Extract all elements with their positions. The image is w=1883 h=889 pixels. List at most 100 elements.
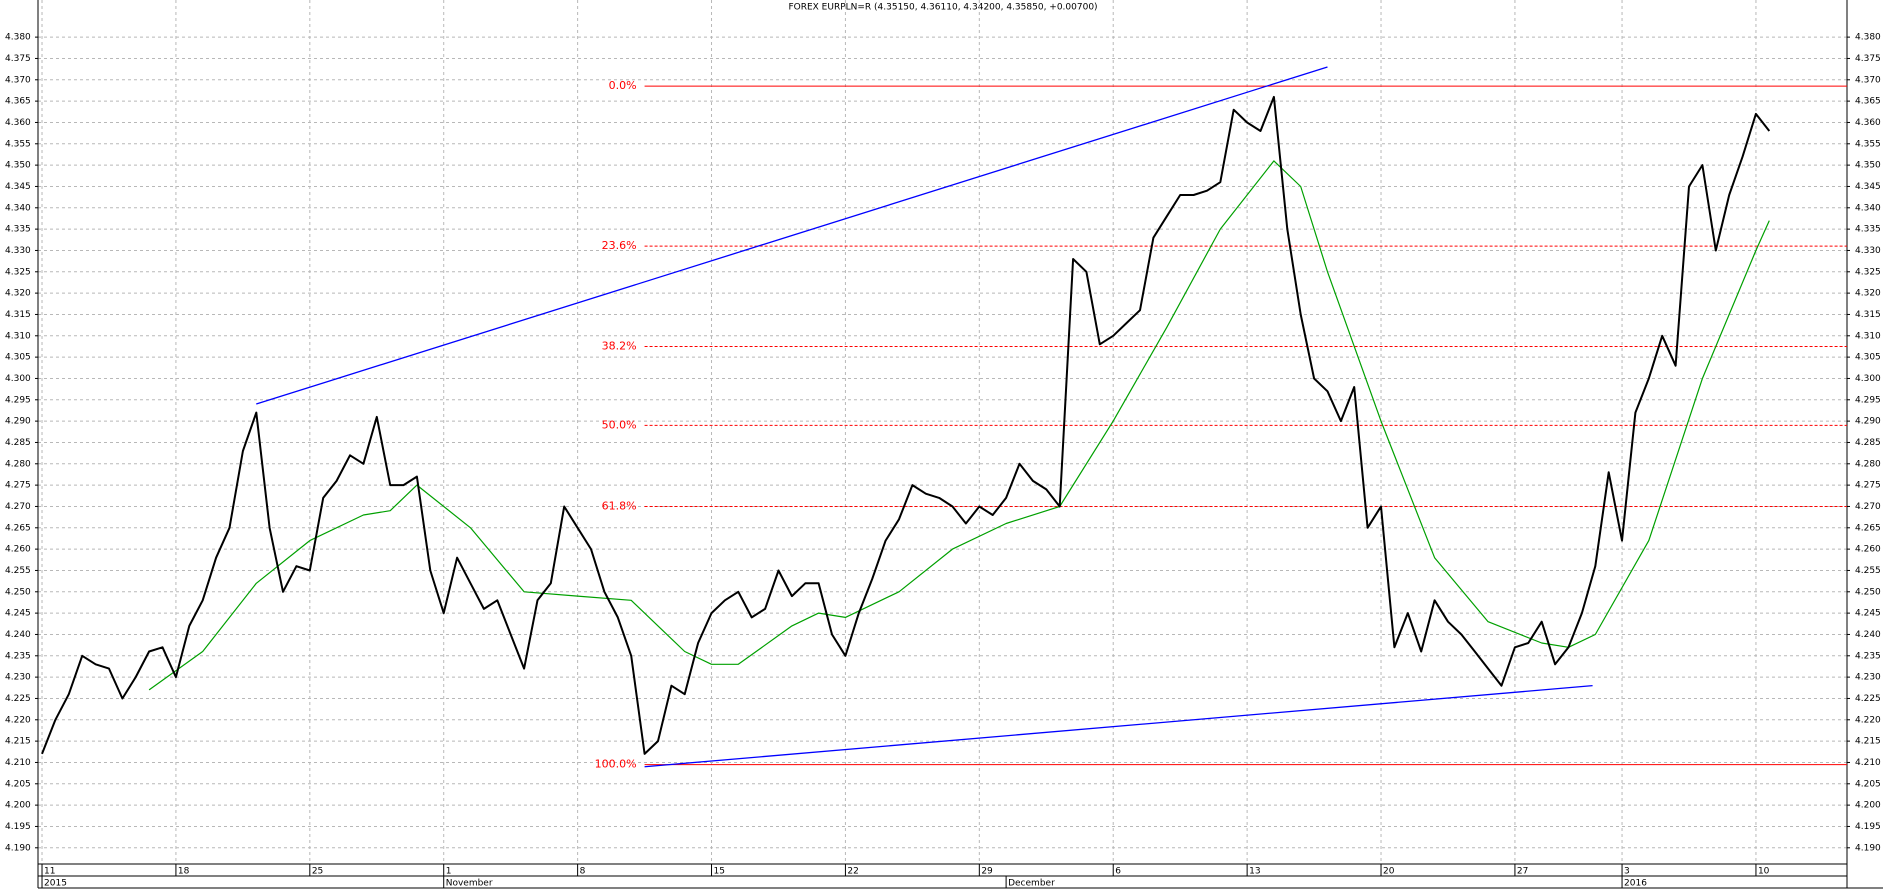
price-line xyxy=(148,160,1770,691)
x-tick-label: 25 xyxy=(312,867,323,877)
y-tick-label: 4.310 xyxy=(5,331,31,341)
trendline xyxy=(256,66,1328,405)
y-tick-label: 4.325 xyxy=(1855,267,1881,277)
y-tick-label: 4.330 xyxy=(5,246,31,256)
y-tick-label: 4.215 xyxy=(5,737,31,747)
y-tick-label: 4.270 xyxy=(1855,502,1881,512)
y-tick-label: 4.360 xyxy=(1855,118,1881,128)
y-tick-label: 4.370 xyxy=(1855,75,1881,85)
x-tick-label: 3 xyxy=(1624,867,1630,877)
y-tick-label: 4.275 xyxy=(5,481,31,491)
y-tick-label: 4.205 xyxy=(5,779,31,789)
y-tick-label: 4.245 xyxy=(1855,609,1881,619)
y-tick-label: 4.255 xyxy=(1855,566,1881,576)
y-tick-label: 4.250 xyxy=(1855,587,1881,597)
y-tick-label: 4.210 xyxy=(5,758,31,768)
y-tick-label: 4.340 xyxy=(1855,203,1881,213)
x-tick-label: 13 xyxy=(1249,867,1260,877)
y-tick-label: 4.335 xyxy=(1855,225,1881,235)
y-tick-label: 4.320 xyxy=(1855,289,1881,299)
y-tick-label: 4.325 xyxy=(5,267,31,277)
y-tick-label: 4.345 xyxy=(5,182,31,192)
y-tick-label: 4.220 xyxy=(1855,715,1881,725)
x-tick-label: 11 xyxy=(44,867,55,877)
y-tick-label: 4.230 xyxy=(5,673,31,683)
y-tick-label: 4.290 xyxy=(5,417,31,427)
y-tick-label: 4.345 xyxy=(1855,182,1881,192)
y-tick-label: 4.195 xyxy=(1855,822,1881,832)
x-tick-label: 8 xyxy=(580,867,586,877)
y-tick-label: 4.340 xyxy=(5,203,31,213)
x-tick-label: 22 xyxy=(847,867,858,877)
y-tick-label: 4.235 xyxy=(5,651,31,661)
y-tick-label: 4.235 xyxy=(1855,651,1881,661)
y-tick-label: 4.265 xyxy=(5,523,31,533)
x-tick-label: 1 xyxy=(446,867,452,877)
y-tick-label: 4.190 xyxy=(1855,843,1881,853)
y-tick-label: 4.265 xyxy=(1855,523,1881,533)
chart-title: FOREX EURPLN=R (4.35150, 4.36110, 4.3420… xyxy=(788,3,1097,13)
y-tick-label: 4.300 xyxy=(5,374,31,384)
x-tick-label: 2016 xyxy=(1624,879,1647,889)
x-tick-label: 15 xyxy=(714,867,725,877)
y-tick-label: 4.295 xyxy=(1855,395,1881,405)
x-tick-label: 29 xyxy=(981,867,993,877)
y-tick-label: 4.285 xyxy=(1855,438,1881,448)
y-tick-label: 4.215 xyxy=(1855,737,1881,747)
y-tick-label: 4.200 xyxy=(1855,801,1881,811)
x-tick-label: 6 xyxy=(1115,867,1121,877)
y-tick-label: 4.355 xyxy=(5,139,31,149)
y-tick-label: 4.270 xyxy=(5,502,31,512)
y-tick-label: 4.245 xyxy=(5,609,31,619)
y-tick-label: 4.255 xyxy=(5,566,31,576)
y-tick-label: 4.350 xyxy=(1855,161,1881,171)
y-tick-label: 4.240 xyxy=(1855,630,1881,640)
y-tick-label: 4.260 xyxy=(5,545,31,555)
price-line xyxy=(41,95,1771,755)
y-tick-label: 4.260 xyxy=(1855,545,1881,555)
fib-label: 61.8% xyxy=(602,499,637,512)
y-tick-label: 4.365 xyxy=(5,97,31,107)
trendline xyxy=(644,685,1593,768)
y-tick-label: 4.305 xyxy=(5,353,31,363)
y-tick-label: 4.210 xyxy=(1855,758,1881,768)
y-tick-label: 4.330 xyxy=(1855,246,1881,256)
y-tick-label: 4.220 xyxy=(5,715,31,725)
y-tick-label: 4.365 xyxy=(1855,97,1881,107)
y-tick-label: 4.320 xyxy=(5,289,31,299)
x-tick-label: 27 xyxy=(1517,867,1528,877)
y-tick-label: 4.380 xyxy=(1855,33,1881,43)
x-tick-label: 2015 xyxy=(44,879,67,889)
y-tick-label: 4.230 xyxy=(1855,673,1881,683)
y-tick-label: 4.200 xyxy=(5,801,31,811)
y-tick-label: 4.240 xyxy=(5,630,31,640)
y-tick-label: 4.225 xyxy=(1855,694,1881,704)
y-tick-label: 4.315 xyxy=(5,310,31,320)
x-tick-label: 10 xyxy=(1758,867,1770,877)
x-tick-label: December xyxy=(1008,879,1055,889)
y-tick-label: 4.280 xyxy=(5,459,31,469)
y-tick-label: 4.380 xyxy=(5,33,31,43)
y-tick-label: 4.360 xyxy=(5,118,31,128)
fib-label: 0.0% xyxy=(609,79,637,92)
y-tick-label: 4.370 xyxy=(5,75,31,85)
y-tick-label: 4.205 xyxy=(1855,779,1881,789)
y-tick-label: 4.310 xyxy=(1855,331,1881,341)
y-tick-label: 4.375 xyxy=(5,54,31,64)
y-tick-label: 4.290 xyxy=(1855,417,1881,427)
y-tick-label: 4.355 xyxy=(1855,139,1881,149)
x-tick-label: 18 xyxy=(178,867,190,877)
y-tick-label: 4.250 xyxy=(5,587,31,597)
y-tick-label: 4.275 xyxy=(1855,481,1881,491)
y-tick-label: 4.375 xyxy=(1855,54,1881,64)
y-tick-label: 4.350 xyxy=(5,161,31,171)
x-tick-label: November xyxy=(446,879,493,889)
y-tick-label: 4.285 xyxy=(5,438,31,448)
y-tick-label: 4.190 xyxy=(5,843,31,853)
fib-label: 23.6% xyxy=(602,239,637,252)
y-tick-label: 4.225 xyxy=(5,694,31,704)
fib-label: 38.2% xyxy=(602,339,637,352)
